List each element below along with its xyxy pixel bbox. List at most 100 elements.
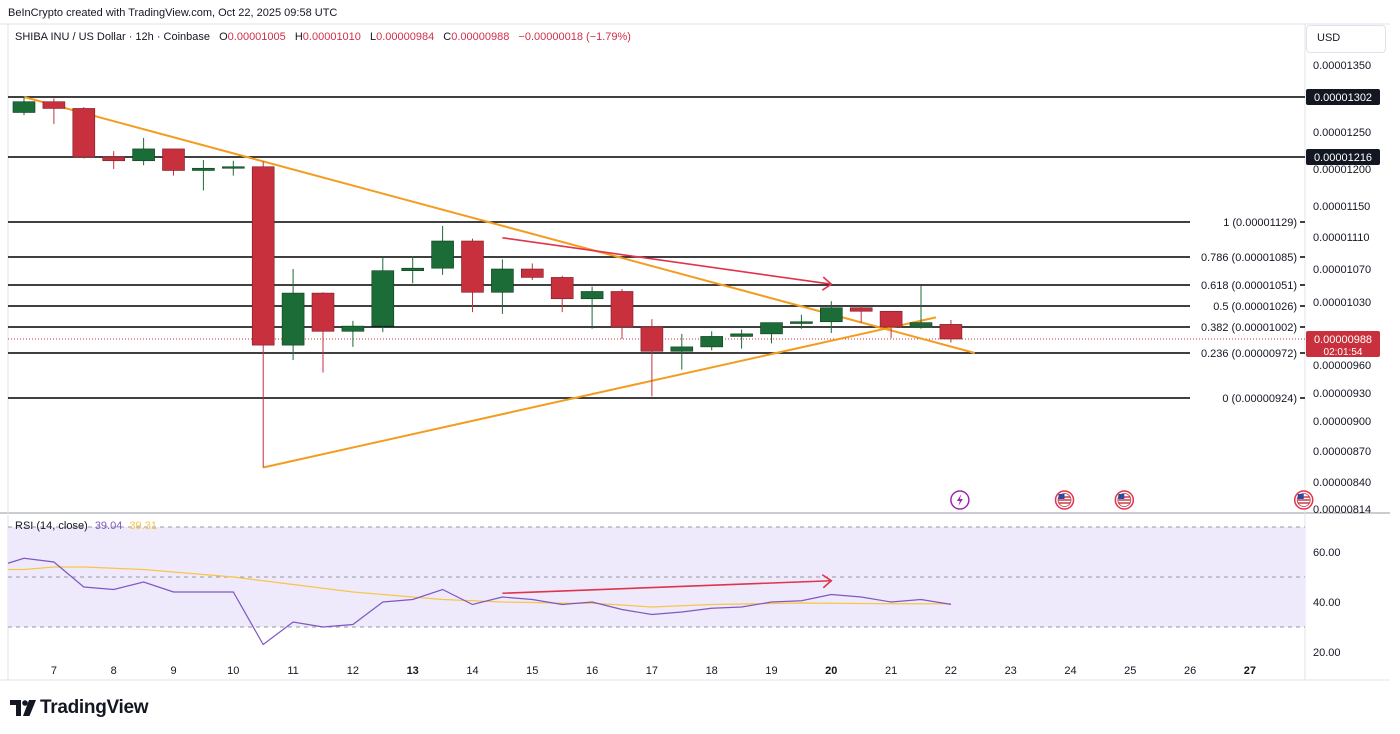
fib-label-bg	[1190, 278, 1300, 292]
time-axis-tick: 7	[51, 665, 57, 677]
price-axis-tick: 0.00001070	[1313, 264, 1371, 276]
fib-label-bg	[1190, 215, 1300, 229]
price-axis-tick: 0.00000814	[1313, 504, 1371, 516]
price-axis-tick: 0.00000960	[1313, 360, 1371, 372]
candle-body	[401, 267, 425, 271]
price-axis-tick: 0.00000930	[1313, 388, 1371, 400]
candle-body	[251, 166, 275, 346]
fib-label-bg	[1190, 299, 1300, 313]
us-flag-canton	[1058, 494, 1065, 499]
candle-body	[790, 321, 813, 324]
fib-label-bg	[1190, 320, 1300, 334]
current-price-label: 0.00000988	[1314, 334, 1372, 346]
price-line-tag-label: 0.00001216	[1314, 152, 1372, 164]
candle-body	[491, 268, 514, 293]
time-axis-tick: 26	[1184, 665, 1196, 677]
fib-level-label: 1 (0.00001129)	[1223, 217, 1297, 229]
candle-body	[520, 268, 544, 278]
high-label: H	[294, 31, 303, 43]
candle-body	[102, 156, 125, 162]
us-flag-canton	[1118, 494, 1125, 499]
time-axis-tick: 23	[1005, 665, 1017, 677]
candle-body	[670, 346, 694, 352]
time-axis-tick: 27	[1244, 665, 1256, 677]
logo-text: TradingView	[40, 697, 149, 718]
us-flag-canton	[1297, 494, 1304, 499]
price-line-tag	[1306, 149, 1380, 165]
candle-body	[580, 291, 604, 300]
tradingview-mark-icon	[10, 700, 36, 716]
fib-level-label: 0.382 (0.00001002)	[1201, 322, 1297, 334]
lightning-glyph	[956, 494, 963, 506]
price-axis-tick: 0.00000870	[1313, 446, 1371, 458]
candle-body	[371, 270, 395, 327]
fib-level-label: 0 (0.00000924)	[1222, 393, 1297, 405]
rsi-trend-arrowhead	[821, 574, 833, 589]
price-axis-tick: 0.00001150	[1313, 201, 1370, 213]
time-axis-tick: 14	[466, 665, 478, 677]
candle-body	[461, 240, 484, 293]
rsi-line	[7, 557, 951, 646]
time-axis-tick: 19	[765, 665, 777, 677]
price-axis-tick: 0.00001110	[1313, 232, 1369, 244]
attribution-text: BeInCrypto created with TradingView.com,…	[8, 7, 338, 19]
rsi-value: 39.04	[94, 520, 123, 532]
candle-body	[311, 292, 335, 332]
low-label: L	[369, 31, 377, 43]
fib-label-bg	[1190, 391, 1300, 405]
rsi-trend-arrow	[502, 579, 832, 595]
tradingview-logo[interactable]: TradingView	[10, 697, 149, 719]
change-value: −0.00000018 (−1.79%)	[518, 31, 631, 43]
time-axis-tick: 8	[111, 665, 117, 677]
time-axis-tick: 18	[706, 665, 718, 677]
currency-label: USD	[1317, 32, 1341, 44]
triangle-lower-line	[262, 316, 937, 469]
rsi-axis-tick: 60.00	[1313, 547, 1341, 559]
price-axis-tick: 0.00001030	[1313, 297, 1371, 309]
time-axis-tick: 21	[885, 665, 897, 677]
price-axis-tick: 0.00000900	[1313, 416, 1371, 428]
rsi-axis-tick: 40.00	[1313, 597, 1341, 609]
candle-body	[819, 307, 843, 323]
symbol-name: SHIBA INU / US Dollar · 12h · Coinbase	[15, 31, 211, 43]
time-axis-tick: 20	[825, 665, 837, 677]
candle-body	[12, 101, 36, 113]
close-label: C	[443, 31, 452, 43]
candle-body	[431, 240, 454, 269]
candle-body	[222, 166, 245, 169]
current-price-tag	[1306, 331, 1380, 357]
time-axis-tick: 10	[227, 665, 239, 677]
open-value: 0.00001005	[227, 31, 286, 43]
candle-body	[879, 310, 903, 328]
countdown-label: 02:01:54	[1324, 347, 1363, 358]
rsi-label: RSI (14, close)	[15, 520, 88, 532]
candle-body	[849, 307, 873, 312]
symbol-legend: SHIBA INU / US Dollar · 12h · Coinbase O…	[15, 31, 631, 43]
time-axis-tick: 9	[170, 665, 176, 677]
rsi-axis-tick: 20.00	[1313, 647, 1341, 659]
candle-body	[192, 167, 215, 171]
time-axis-tick: 24	[1064, 665, 1076, 677]
fib-level-label: 0.5 (0.00001026)	[1213, 301, 1297, 313]
candle-body	[281, 292, 305, 346]
candle-body	[700, 336, 724, 348]
currency-selector[interactable]	[1306, 25, 1386, 53]
fib-label-bg	[1190, 250, 1300, 264]
price-axis-tick: 0.00001250	[1313, 127, 1371, 139]
time-axis-tick: 17	[646, 665, 658, 677]
low-value: 0.00000984	[376, 31, 435, 43]
rsi-legend: RSI (14, close) 39.04 39.31	[15, 520, 157, 532]
candle-body	[341, 325, 365, 332]
fib-level-label: 0.786 (0.00001085)	[1201, 252, 1297, 264]
price-line-tag-label: 0.00001302	[1314, 92, 1372, 104]
fib-level-label: 0.618 (0.00001051)	[1201, 280, 1297, 292]
price-trend-arrowhead	[821, 276, 833, 291]
candle-body	[610, 291, 634, 328]
candle-body	[42, 101, 66, 109]
time-axis-tick: 16	[586, 665, 598, 677]
high-value: 0.00001010	[302, 31, 361, 43]
fib-level-label: 0.236 (0.00000972)	[1201, 348, 1297, 360]
time-axis-tick: 25	[1124, 665, 1136, 677]
open-label: O	[219, 31, 228, 43]
